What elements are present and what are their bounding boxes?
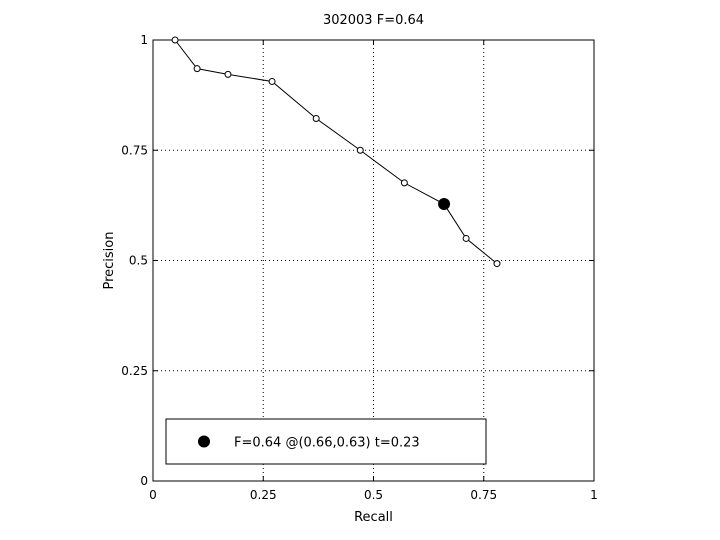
- legend: F=0.64 @(0.66,0.63) t=0.23: [165, 418, 487, 465]
- x-tick-label: 0.75: [470, 488, 497, 502]
- data-point: [312, 114, 320, 122]
- best-point-marker: [438, 198, 451, 211]
- y-tick-label: 0.75: [121, 143, 148, 157]
- data-point: [462, 234, 470, 242]
- y-tick-label: 0.5: [129, 254, 148, 268]
- pr-series: [171, 36, 501, 268]
- y-axis-label: Precision: [102, 231, 117, 289]
- legend-box: [165, 418, 487, 465]
- x-axis-label: Recall: [354, 510, 393, 525]
- data-point: [493, 260, 501, 268]
- data-point: [400, 179, 408, 187]
- x-tick-label: 0: [149, 488, 157, 502]
- series-line: [174, 39, 498, 264]
- data-point: [356, 146, 364, 154]
- data-point: [193, 65, 201, 73]
- axis-ticks: [152, 39, 595, 482]
- y-tick-label: 0: [140, 474, 148, 488]
- grid-lines: [153, 40, 594, 481]
- x-tick-label: 0.5: [364, 488, 383, 502]
- tick-labels: 0 0.25 0.5 0.75 1 0 0.25 0.5 0.75 1: [121, 33, 598, 502]
- data-point: [171, 36, 179, 44]
- chart-title: 302003 F=0.64: [323, 13, 424, 28]
- x-tick-label: 0.25: [250, 488, 277, 502]
- data-point: [268, 77, 276, 85]
- data-point: [224, 70, 232, 78]
- y-tick-label: 1: [140, 33, 148, 47]
- y-tick-label: 0.25: [121, 364, 148, 378]
- legend-text: F=0.64 @(0.66,0.63) t=0.23: [234, 436, 420, 451]
- x-tick-label: 1: [590, 488, 598, 502]
- legend-marker: [198, 435, 210, 448]
